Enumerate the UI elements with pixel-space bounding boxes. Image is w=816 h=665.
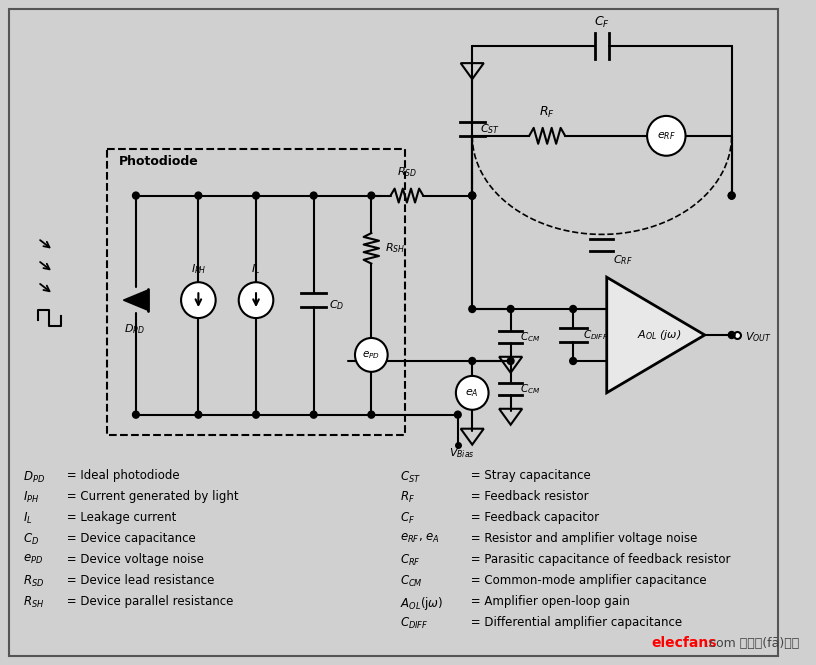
Text: = Leakage current: = Leakage current xyxy=(63,511,176,524)
Text: $D_{PD}$: $D_{PD}$ xyxy=(23,469,45,485)
Text: = Stray capacitance: = Stray capacitance xyxy=(468,469,591,482)
Circle shape xyxy=(469,192,476,199)
Text: $C_{ST}$: $C_{ST}$ xyxy=(480,122,500,136)
Circle shape xyxy=(310,192,317,199)
Text: = Common-mode amplifier capacitance: = Common-mode amplifier capacitance xyxy=(468,574,707,587)
Circle shape xyxy=(368,192,375,199)
Text: $V_{OUT}$: $V_{OUT}$ xyxy=(745,330,772,344)
Circle shape xyxy=(239,282,273,318)
Text: $C_{CM}$: $C_{CM}$ xyxy=(521,330,541,344)
Text: Photodiode: Photodiode xyxy=(118,155,198,168)
Circle shape xyxy=(570,305,576,313)
Text: = Device parallel resistance: = Device parallel resistance xyxy=(63,595,233,608)
Text: = Resistor and amplifier voltage noise: = Resistor and amplifier voltage noise xyxy=(468,532,698,545)
Text: $V_{Bias}$: $V_{Bias}$ xyxy=(449,446,475,460)
Text: $A_{OL}$ (j$\omega$): $A_{OL}$ (j$\omega$) xyxy=(637,328,682,342)
Circle shape xyxy=(181,282,215,318)
Polygon shape xyxy=(607,277,705,393)
Text: $C_{D}$: $C_{D}$ xyxy=(23,532,38,547)
Circle shape xyxy=(469,305,476,313)
Text: $R_{SH}$: $R_{SH}$ xyxy=(385,241,405,255)
Text: $D_{PD}$: $D_{PD}$ xyxy=(123,322,144,336)
Circle shape xyxy=(729,332,735,338)
Text: $I_{L}$: $I_{L}$ xyxy=(23,511,32,527)
Text: = Parasitic capacitance of feedback resistor: = Parasitic capacitance of feedback resi… xyxy=(468,553,731,566)
Circle shape xyxy=(195,411,202,418)
Text: $R_{SH}$: $R_{SH}$ xyxy=(23,595,44,610)
Text: = Device voltage noise: = Device voltage noise xyxy=(63,553,204,566)
Text: $I_{PH}$: $I_{PH}$ xyxy=(191,262,206,276)
Text: $e_{RF}$: $e_{RF}$ xyxy=(657,130,676,142)
Circle shape xyxy=(253,192,259,199)
Polygon shape xyxy=(123,290,149,311)
Text: $e_{PD}$: $e_{PD}$ xyxy=(23,553,42,566)
Text: $A_{OL}$(j$\omega$): $A_{OL}$(j$\omega$) xyxy=(400,595,444,612)
Text: $R_{SD}$: $R_{SD}$ xyxy=(23,574,44,589)
Circle shape xyxy=(355,338,388,372)
Circle shape xyxy=(310,411,317,418)
Text: = Differential amplifier capacitance: = Differential amplifier capacitance xyxy=(468,616,682,629)
Text: $C_{RF}$: $C_{RF}$ xyxy=(400,553,421,568)
Text: $C_{RF}$: $C_{RF}$ xyxy=(614,253,633,267)
Circle shape xyxy=(570,358,576,364)
Text: $C_{DIFF}$: $C_{DIFF}$ xyxy=(583,328,608,342)
Text: $C_F$: $C_F$ xyxy=(594,15,610,31)
Text: $C_{CM}$: $C_{CM}$ xyxy=(521,382,541,396)
Circle shape xyxy=(368,411,375,418)
Text: .com 電子發(fā)燒友: .com 電子發(fā)燒友 xyxy=(705,636,799,650)
Circle shape xyxy=(456,376,489,410)
Circle shape xyxy=(455,411,461,418)
Text: $C_{D}$: $C_{D}$ xyxy=(329,298,344,312)
Circle shape xyxy=(508,358,514,364)
Text: $I_{PH}$: $I_{PH}$ xyxy=(23,490,39,505)
Text: $C_{F}$: $C_{F}$ xyxy=(400,511,415,527)
Circle shape xyxy=(729,192,735,199)
Text: $C_{ST}$: $C_{ST}$ xyxy=(400,469,421,485)
Text: = Device capacitance: = Device capacitance xyxy=(63,532,196,545)
Text: $R_F$: $R_F$ xyxy=(539,105,555,120)
Circle shape xyxy=(729,192,735,199)
Circle shape xyxy=(647,116,685,156)
Text: $C_{CM}$: $C_{CM}$ xyxy=(400,574,423,589)
Circle shape xyxy=(469,358,476,364)
Text: $R_{SD}$: $R_{SD}$ xyxy=(397,166,417,180)
Text: $I_{L}$: $I_{L}$ xyxy=(251,262,260,276)
Circle shape xyxy=(195,192,202,199)
Text: = Device lead resistance: = Device lead resistance xyxy=(63,574,215,587)
Circle shape xyxy=(253,411,259,418)
Text: $e_{PD}$: $e_{PD}$ xyxy=(362,349,380,361)
Circle shape xyxy=(132,192,140,199)
Circle shape xyxy=(469,192,476,199)
Text: = Feedback capacitor: = Feedback capacitor xyxy=(468,511,600,524)
Circle shape xyxy=(132,411,140,418)
Text: = Feedback resistor: = Feedback resistor xyxy=(468,490,589,503)
Circle shape xyxy=(508,305,514,313)
Text: = Ideal photodiode: = Ideal photodiode xyxy=(63,469,180,482)
Text: $e_{RF}$, $e_{A}$: $e_{RF}$, $e_{A}$ xyxy=(400,532,440,545)
Text: $C_{DIFF}$: $C_{DIFF}$ xyxy=(400,616,428,631)
Text: = Amplifier open-loop gain: = Amplifier open-loop gain xyxy=(468,595,630,608)
Text: $e_A$: $e_A$ xyxy=(465,387,479,399)
Text: = Current generated by light: = Current generated by light xyxy=(63,490,238,503)
Text: $R_{F}$: $R_{F}$ xyxy=(400,490,415,505)
Text: elecfans: elecfans xyxy=(651,636,716,650)
Circle shape xyxy=(469,192,476,199)
